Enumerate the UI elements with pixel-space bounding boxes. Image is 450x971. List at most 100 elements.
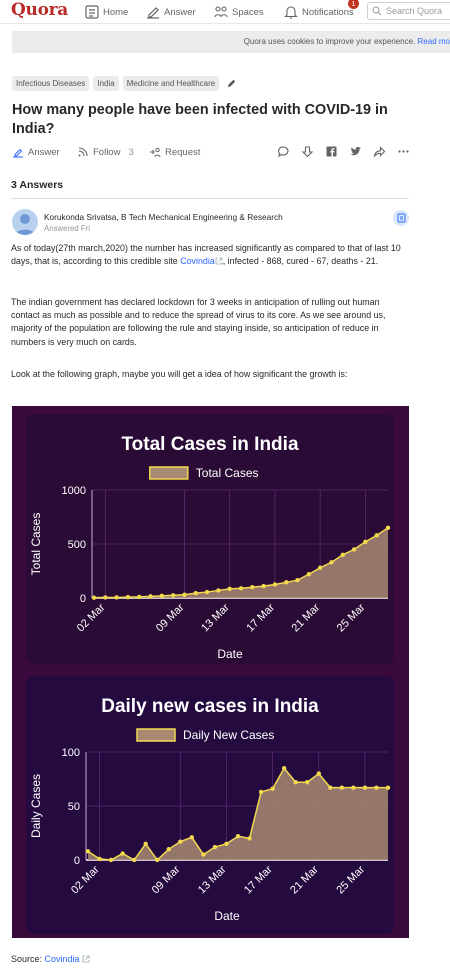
data-point [103, 595, 108, 600]
answer-button[interactable]: Answer [12, 144, 60, 160]
y-tick-label: 1000 [62, 485, 86, 497]
y-tick-label: 0 [80, 593, 86, 605]
data-point [114, 595, 119, 600]
request-button-label: Request [165, 146, 201, 158]
data-point [204, 589, 210, 595]
author-credential[interactable]: Korukonda Srivatsa, B Tech Mechanical En… [44, 212, 283, 222]
follow-button-label: Follow [93, 146, 121, 158]
answers-count: 3 Answers [11, 179, 64, 191]
data-point [385, 785, 391, 790]
data-point [227, 586, 232, 592]
pencil-square-icon [147, 7, 159, 19]
legend-label: Total Cases [196, 466, 259, 480]
nav-notifications-label: Notifications [302, 6, 354, 18]
share-icon[interactable] [373, 145, 386, 158]
chart-title: Total Cases in India [121, 434, 298, 455]
search-icon [372, 6, 382, 16]
data-point [235, 834, 241, 839]
data-point [148, 594, 153, 599]
covindia-link[interactable]: Covindia [180, 256, 215, 267]
topic-tag[interactable]: India [93, 76, 119, 91]
facebook-icon[interactable] [325, 145, 338, 158]
data-point [91, 595, 97, 600]
data-point [170, 593, 176, 598]
legend-swatch [136, 728, 176, 742]
follow-count: 3 [128, 146, 134, 158]
nav-home[interactable]: Home [84, 2, 128, 22]
pencil-square-icon [13, 148, 23, 158]
source-link[interactable]: Covindia [44, 954, 80, 964]
data-point [374, 533, 379, 538]
data-point [295, 577, 300, 583]
chart-panel [26, 676, 394, 934]
data-point [131, 857, 137, 863]
search-input[interactable]: Search Quora [367, 2, 450, 20]
y-tick-label: 500 [68, 539, 86, 551]
data-point [385, 525, 391, 530]
cookie-read-more-link[interactable]: Read mo [417, 37, 450, 46]
answer-button-label: Answer [28, 146, 60, 158]
data-point [328, 785, 333, 790]
request-button[interactable]: Request [149, 144, 200, 160]
series-area [88, 768, 388, 860]
data-point [125, 594, 131, 600]
covid-charts-image: Total Cases in India Total Cases 0 500 1000 0… [12, 406, 409, 938]
follow-button[interactable]: Follow 3 [77, 144, 134, 160]
topic-tag[interactable]: Infectious Diseases [12, 76, 90, 91]
data-point [284, 580, 289, 585]
data-point [317, 565, 323, 570]
topic-tags: Infectious Diseases India Medicine and H… [12, 76, 237, 91]
topic-tag[interactable]: Medicine and Healthcare [122, 76, 220, 91]
answer-text: As of today(27th march,2020) the number … [11, 243, 401, 267]
bell-icon [284, 6, 298, 19]
nav-notifications[interactable]: Notifications 1 [283, 0, 359, 22]
data-point [201, 852, 206, 857]
source-line: Source: Covindia [11, 954, 90, 964]
top-nav: Quora Home Answer Spaces Notifications 1… [0, 0, 450, 24]
data-point [189, 835, 195, 840]
data-point [247, 836, 252, 841]
y-tick-label: 50 [68, 801, 80, 813]
data-point [178, 839, 183, 844]
nav-spaces-label: Spaces [232, 6, 264, 18]
x-axis-title: Date [214, 909, 240, 923]
downvote-icon[interactable] [301, 145, 314, 158]
data-point [97, 856, 102, 862]
data-point [216, 588, 221, 593]
y-axis-title: Daily Cases [29, 774, 43, 838]
data-point [182, 592, 187, 597]
twitter-icon[interactable] [349, 145, 362, 158]
comment-icon[interactable] [277, 145, 290, 158]
data-point [166, 847, 171, 852]
cookie-text: Quora uses cookies to improve your exper… [243, 37, 418, 46]
nav-spaces[interactable]: Spaces [213, 2, 264, 22]
data-point [193, 590, 198, 596]
data-point [329, 560, 334, 565]
more-options-icon[interactable] [397, 145, 410, 158]
source-label: Source: [11, 954, 45, 964]
notification-badge: 1 [348, 0, 359, 9]
x-axis-title: Date [217, 647, 243, 661]
data-point [224, 841, 229, 846]
data-point [155, 857, 160, 863]
nav-home-label: Home [103, 6, 129, 18]
data-point [316, 771, 321, 776]
nav-answer[interactable]: Answer [145, 2, 196, 22]
avatar[interactable] [12, 209, 38, 235]
data-point [85, 849, 91, 854]
answered-date: Answered Fri [44, 224, 90, 233]
question-title[interactable]: How many people have been infected with … [12, 102, 388, 137]
bookmark-button[interactable] [393, 210, 409, 226]
edit-topics-icon[interactable] [226, 78, 237, 89]
data-point [108, 857, 114, 863]
data-point [339, 785, 345, 790]
data-point [261, 583, 266, 589]
answer-paragraph: The indian government has declared lockd… [11, 297, 386, 347]
chart-panel [26, 414, 394, 664]
people-icon [214, 6, 228, 18]
answer-paragraph: Look at the following graph, maybe you w… [11, 369, 348, 379]
data-point [258, 789, 264, 795]
quora-logo[interactable]: Quora [11, 0, 68, 20]
data-point [238, 586, 244, 591]
